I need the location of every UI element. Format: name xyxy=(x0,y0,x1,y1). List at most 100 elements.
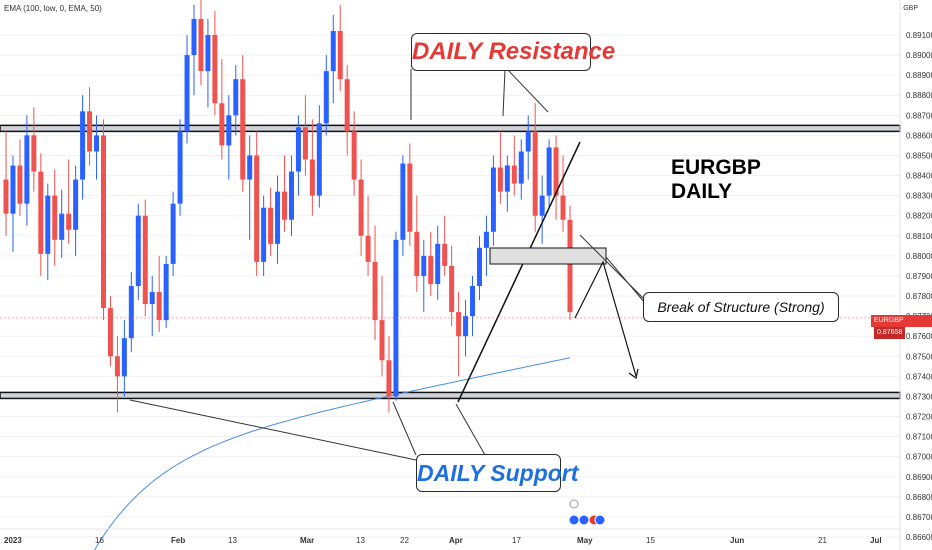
candle-body xyxy=(156,292,162,321)
candle-body xyxy=(45,195,51,254)
event-marker-info[interactable] xyxy=(569,499,579,509)
candle-body xyxy=(421,255,427,276)
candle-body xyxy=(330,30,336,72)
candle-body xyxy=(560,195,566,220)
candle-body xyxy=(219,103,225,146)
projection-arrowhead xyxy=(628,368,639,380)
candle-body xyxy=(142,215,148,305)
candle-body xyxy=(80,111,86,180)
candle-body xyxy=(518,151,524,184)
candle-body xyxy=(87,111,93,152)
x-tick-label: Jun xyxy=(730,536,744,545)
candle-body xyxy=(372,261,378,321)
x-tick-label: Feb xyxy=(171,536,185,545)
candle-body xyxy=(198,18,204,72)
candle-body xyxy=(247,155,253,180)
x-tick-label: Jul xyxy=(870,536,882,545)
candle-body xyxy=(393,239,399,397)
x-tick-label: 22 xyxy=(400,536,409,545)
candle-body xyxy=(149,292,155,305)
ema-line xyxy=(94,357,571,550)
candle-body xyxy=(73,179,79,230)
candle-body xyxy=(379,320,385,361)
projection-arrow xyxy=(574,260,637,377)
candle-body xyxy=(59,213,65,240)
indicator-legend[interactable]: EMA (100, low, 0, EMA, 50) xyxy=(4,4,102,13)
x-tick-label: 16 xyxy=(95,536,104,545)
candle-body xyxy=(511,165,517,184)
candle-body xyxy=(114,356,120,377)
bos-pointer-1 xyxy=(579,234,646,301)
daily-resistance-label: DAILY Resistance xyxy=(411,33,615,71)
price-axis[interactable]: 0.881000.880000.879000.878000.877000.876… xyxy=(899,0,932,550)
candle-body xyxy=(435,243,441,284)
support-pointer-1 xyxy=(129,399,417,461)
candle-body xyxy=(100,135,106,309)
candle-body xyxy=(135,215,141,286)
candle-body xyxy=(470,286,476,317)
candle-body xyxy=(52,195,58,240)
support-pointer-3 xyxy=(455,403,486,456)
candle-body xyxy=(504,165,510,192)
title-timeframe: DAILY xyxy=(671,180,733,203)
candle-body xyxy=(400,163,406,240)
candle-body xyxy=(337,30,343,80)
daily-resistance-band xyxy=(0,124,901,133)
candle-body xyxy=(254,155,260,262)
candle-body xyxy=(17,165,23,204)
candle-body xyxy=(212,35,218,104)
resistance-pointer-2 xyxy=(502,68,506,117)
price-tag-value: 0.87658 xyxy=(874,327,906,339)
candle-body xyxy=(476,247,482,286)
price-tag-symbol: EURGBP xyxy=(874,317,904,324)
candle-body xyxy=(66,213,72,230)
break-of-structure-label: Break of Structure (Strong) xyxy=(643,292,839,322)
candle-body xyxy=(463,316,469,337)
event-marker-4[interactable] xyxy=(594,514,606,526)
currency-label: GBP xyxy=(903,5,918,12)
candle-body xyxy=(351,131,357,180)
event-marker-1[interactable] xyxy=(568,514,580,526)
time-axis[interactable]: 2023 16 Feb 13 Mar 13 22 Apr 17 May 15 Jun 21 Jul xyxy=(0,528,900,545)
break-of-structure-zone xyxy=(489,247,607,265)
candle-body xyxy=(261,207,267,262)
event-marker-2[interactable] xyxy=(578,514,590,526)
candle-body xyxy=(553,147,559,196)
resistance-pointer-3 xyxy=(506,68,549,113)
x-tick-label: 17 xyxy=(512,536,521,545)
candle-body xyxy=(31,135,37,172)
candle-body xyxy=(344,79,350,132)
candle-body xyxy=(184,55,190,132)
candle-body xyxy=(191,18,197,56)
x-tick-label: Apr xyxy=(449,536,463,545)
candle-body xyxy=(407,163,413,232)
candle-body xyxy=(295,127,301,172)
candle-body xyxy=(490,167,496,232)
candle-body xyxy=(233,79,239,116)
candle-body xyxy=(428,255,434,284)
candle-body xyxy=(128,286,134,339)
candle-body xyxy=(288,171,294,220)
candle-body xyxy=(532,131,538,216)
candle-body xyxy=(3,179,9,214)
event-markers[interactable] xyxy=(568,499,606,526)
candle-body xyxy=(497,167,503,192)
candle-body xyxy=(483,231,489,248)
support-pointer-2 xyxy=(392,401,417,456)
candle-body xyxy=(456,312,462,337)
candle-body xyxy=(177,131,183,204)
candle-body xyxy=(442,243,448,266)
y-tick-label: 0.88200 xyxy=(906,212,932,221)
